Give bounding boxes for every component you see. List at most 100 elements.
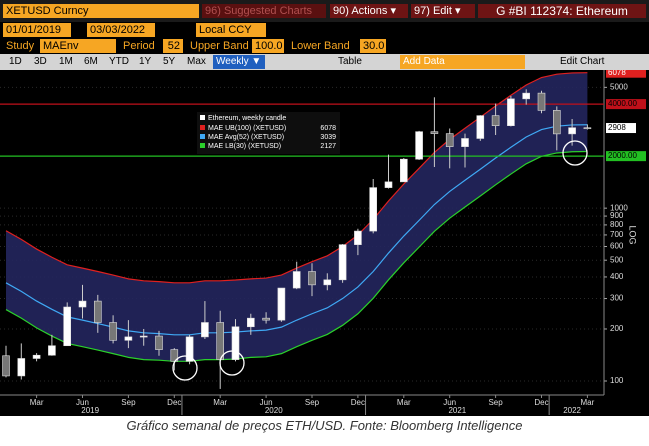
candle-body: [17, 358, 26, 377]
legend-swatch: [200, 125, 205, 130]
candle-body: [507, 98, 515, 126]
candle-body: [109, 322, 117, 341]
y-tick-label: 600: [610, 242, 624, 251]
table-button[interactable]: Table: [338, 56, 362, 67]
band-fill: [6, 72, 588, 362]
candle-body: [338, 244, 347, 281]
suggested-button[interactable]: 96) Suggested Charts: [202, 4, 326, 18]
legend-swatch: [200, 143, 205, 148]
lower-input[interactable]: 30.0: [360, 39, 386, 53]
candle-body: [124, 336, 133, 341]
candle-body: [2, 355, 10, 377]
highlight-circle: [219, 350, 245, 376]
level-label-box: [606, 99, 646, 110]
legend-label: MAE UB(100) (XETUSD): [208, 125, 286, 132]
candle-body: [216, 322, 224, 360]
last-price: 2908: [608, 123, 626, 132]
candle-body: [568, 127, 576, 135]
range-button[interactable]: 5Y: [163, 56, 176, 67]
x-tick-label: Sep: [121, 398, 136, 407]
security-input[interactable]: XETUSD Curncy: [3, 4, 199, 18]
edit-chart-button[interactable]: Edit Chart: [560, 56, 605, 67]
currency-select[interactable]: Local CCY: [196, 23, 266, 37]
x-tick-label: Mar: [213, 398, 227, 407]
range-button[interactable]: 1Y: [139, 56, 152, 67]
end-date[interactable]: 03/03/2022: [87, 23, 155, 37]
x-tick-label: Sep: [488, 398, 503, 407]
edit-button[interactable]: 97) Edit ▾: [411, 4, 475, 18]
range-button[interactable]: 3D: [34, 56, 47, 67]
candle-body: [308, 271, 316, 286]
y-tick-label: 500: [610, 255, 624, 264]
candle-body: [384, 181, 393, 188]
legend-swatch: [200, 115, 205, 120]
candle-body: [415, 131, 423, 160]
candle-body: [48, 345, 56, 356]
y-tick-label: 800: [610, 220, 624, 229]
candle-body: [78, 300, 87, 308]
year-label: 2022: [563, 406, 581, 415]
study-label: Study: [6, 40, 35, 52]
x-tick-label: Mar: [397, 398, 411, 407]
legend-label: Ethereum, weekly candle: [208, 115, 286, 122]
scale-label: LOG: [628, 225, 638, 244]
title-bar: XETUSD Curncy 96) Suggested Charts 90) A…: [0, 0, 649, 22]
actions-button[interactable]: 90) Actions ▾: [330, 4, 408, 18]
candle-body: [201, 322, 209, 338]
period-label: Period: [123, 40, 155, 52]
lower-label: Lower Band: [291, 40, 350, 52]
y-tick-label: 1000: [610, 203, 628, 212]
candle-body: [399, 158, 408, 183]
candle-body: [231, 326, 240, 360]
x-axis-band: [0, 395, 649, 416]
year-label: 2020: [265, 406, 283, 415]
candle-body: [247, 317, 255, 328]
candle-body: [476, 115, 485, 139]
legend-value: 6078: [320, 125, 336, 132]
candle-body: [354, 230, 362, 245]
candle-body: [430, 131, 439, 134]
x-tick-label: Mar: [581, 398, 595, 407]
candle-body: [292, 271, 301, 289]
range-button[interactable]: 1M: [59, 56, 73, 67]
band-line: [5, 150, 588, 362]
start-date[interactable]: 01/01/2019: [3, 23, 71, 37]
x-tick-label: Jun: [76, 398, 89, 407]
ticker-label: G #BI 112374: Ethereum: [478, 4, 646, 18]
study-bar: Study MAEnv Period 52 Upper Band 100.0 L…: [0, 38, 649, 54]
highlight-circle: [172, 355, 198, 381]
y-tick-label: 200: [610, 324, 624, 333]
candle-body: [522, 92, 531, 100]
range-bar: 1D 3D 1M 6M YTD 1Y 5Y Max Weekly ▼ Table…: [0, 54, 649, 70]
x-tick-label: Dec: [167, 398, 181, 407]
range-button[interactable]: 6M: [84, 56, 98, 67]
candle-body: [537, 92, 546, 111]
legend-box: [197, 112, 340, 154]
legend-value: 3039: [320, 134, 336, 141]
legend-label: MAE Avg(52) (XETUSD): [208, 134, 284, 141]
candle-body: [185, 336, 194, 362]
candle-body: [369, 187, 378, 232]
add-data-input[interactable]: Add Data: [400, 55, 525, 69]
caption: Gráfico semanal de preços ETH/USD. Fonte…: [126, 418, 523, 433]
candle-body: [583, 127, 592, 130]
x-tick-label: Mar: [30, 398, 44, 407]
candle-body: [63, 306, 72, 347]
y-tick-label: 100: [610, 376, 624, 385]
x-tick-label: Dec: [351, 398, 365, 407]
candle-body: [155, 335, 163, 350]
candle-body: [139, 335, 148, 338]
candle-body: [461, 138, 469, 147]
upper-input[interactable]: 100.0: [252, 39, 284, 53]
period-input[interactable]: 52: [163, 39, 183, 53]
frequency-select[interactable]: Weekly ▼: [213, 55, 265, 69]
candle-body: [32, 354, 41, 359]
range-button[interactable]: Max: [187, 56, 206, 67]
range-button[interactable]: YTD: [109, 56, 129, 67]
level-label: 4000.00: [608, 99, 637, 108]
range-button[interactable]: 1D: [9, 56, 22, 67]
candle-body: [323, 279, 332, 286]
study-input[interactable]: MAEnv: [40, 39, 116, 53]
y-tick-label: 700: [610, 230, 624, 239]
